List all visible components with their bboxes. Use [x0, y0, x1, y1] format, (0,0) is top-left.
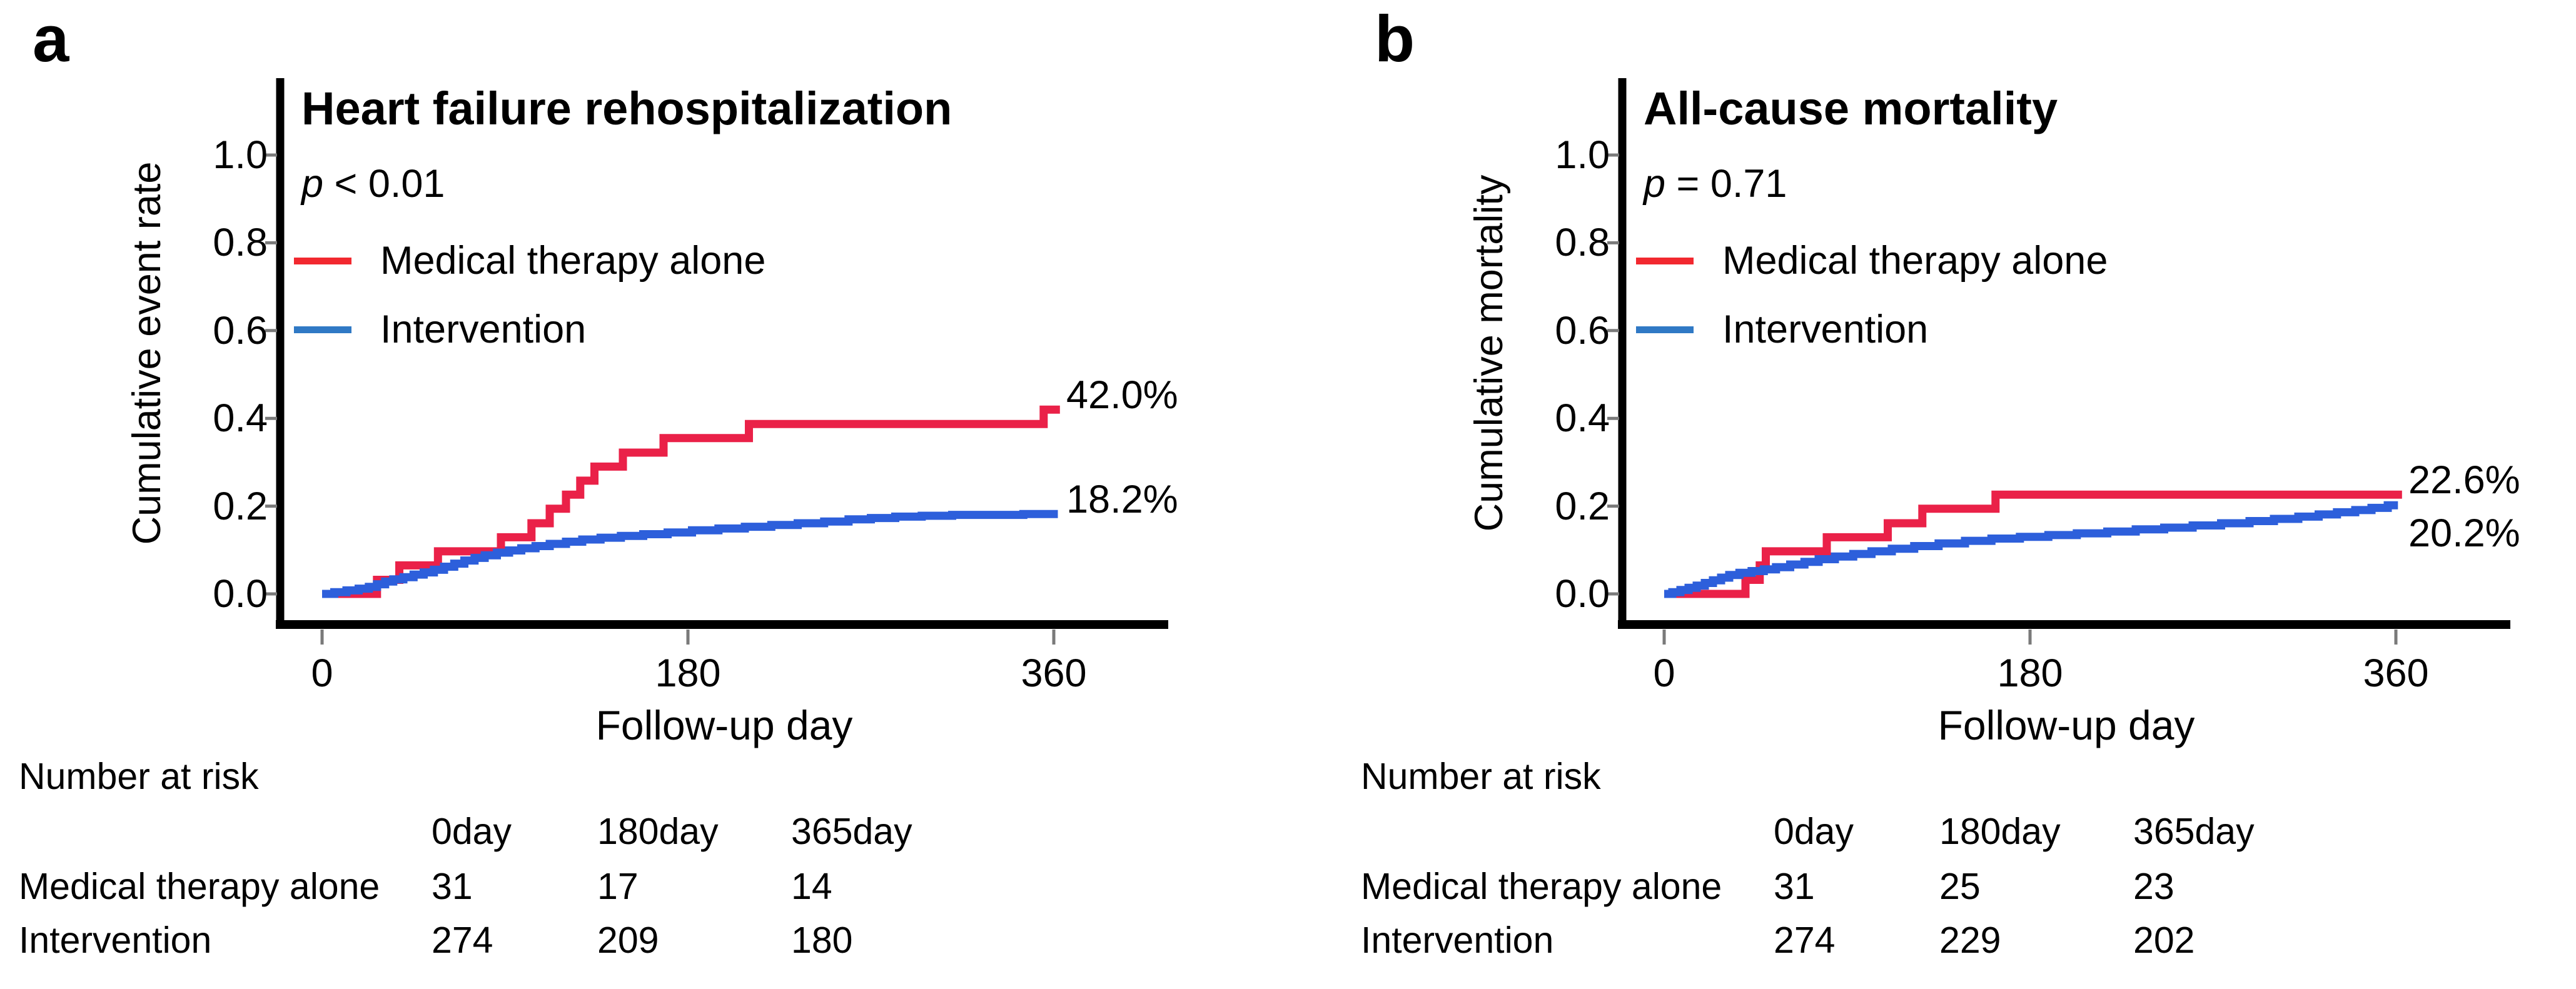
km-chart-b [1607, 78, 2510, 645]
chart-title: Heart failure rehospitalization [301, 83, 952, 134]
end-rate-label: 22.6% [2408, 458, 2520, 503]
risk-row-label: Intervention [1361, 920, 1554, 961]
legend-item-intervention: Intervention [294, 295, 765, 364]
x-tick-label: 180 [655, 651, 721, 695]
legend-item-intervention: Intervention [1636, 295, 2108, 364]
risk-col-header: 180day [597, 811, 719, 852]
x-tick-label: 0 [311, 651, 333, 695]
chart-title: All-cause mortality [1644, 83, 2058, 134]
y-tick-label: 1.0 [213, 133, 268, 177]
end-rate-label: 42.0% [1066, 373, 1178, 418]
legend-label: Medical therapy alone [1722, 239, 2108, 283]
risk-value: 274 [432, 920, 493, 961]
risk-value: 23 [2133, 866, 2174, 907]
risk-value: 202 [2133, 920, 2195, 961]
legend-item-medical-therapy: Medical therapy alone [294, 226, 765, 295]
y-tick-label: 0.6 [1555, 308, 1610, 353]
risk-col-header: 365day [791, 811, 912, 852]
y-tick-label: 0.2 [213, 484, 268, 528]
legend-label: Intervention [380, 308, 587, 351]
curve-intervention [1664, 501, 2398, 598]
risk-col-header: 180day [1939, 811, 2061, 852]
y-tick-label: 0.0 [213, 572, 268, 616]
y-tick-label: 0.4 [213, 396, 268, 441]
risk-value: 14 [791, 866, 832, 907]
x-tick-label: 0 [1653, 651, 1675, 695]
end-rate-label: 18.2% [1066, 478, 1178, 522]
risk-row-label: Medical therapy alone [19, 866, 380, 907]
number-at-risk-title: Number at risk [1361, 756, 1601, 797]
risk-col-header: 365day [2133, 811, 2255, 852]
y-tick-label: 0.8 [213, 221, 268, 265]
risk-col-header: 0day [432, 811, 512, 852]
legend-item-medical-therapy: Medical therapy alone [1636, 226, 2108, 295]
y-tick-label: 0.8 [1555, 221, 1610, 265]
p-value: p = 0.71 [1644, 161, 1787, 206]
p-value: p < 0.01 [301, 161, 445, 206]
end-rate-label: 20.2% [2408, 511, 2520, 556]
risk-col-header: 0day [1774, 811, 1854, 852]
legend-label: Intervention [1722, 308, 1929, 351]
x-tick-label: 180 [1997, 651, 2063, 695]
risk-value: 31 [1774, 866, 1815, 907]
number-at-risk-title: Number at risk [19, 756, 259, 797]
panel-letter: a [33, 3, 69, 76]
p-value-text: < 0.01 [323, 162, 445, 206]
risk-value: 229 [1939, 920, 2001, 961]
risk-row-label: Medical therapy alone [1361, 866, 1722, 907]
legend: Medical therapy alone Intervention [1636, 226, 2108, 364]
blue-line-swatch-icon [294, 326, 351, 333]
x-axis-label: Follow-up day [595, 702, 853, 748]
risk-value: 274 [1774, 920, 1836, 961]
x-tick-label: 360 [2363, 651, 2429, 695]
y-tick-label: 0.6 [213, 308, 268, 353]
p-symbol: p [1644, 162, 1666, 206]
risk-value: 17 [597, 866, 639, 907]
km-chart-a [265, 78, 1168, 645]
risk-value: 180 [791, 920, 853, 961]
y-tick-label: 0.2 [1555, 484, 1610, 528]
x-axis-label: Follow-up day [1937, 702, 2195, 748]
legend: Medical therapy alone Intervention [294, 226, 765, 364]
risk-value: 209 [597, 920, 659, 961]
curve-medical-therapy-alone [322, 405, 1060, 598]
y-tick-label: 0.4 [1555, 396, 1610, 441]
risk-value: 25 [1939, 866, 1981, 907]
red-line-swatch-icon [1636, 257, 1694, 264]
blue-line-swatch-icon [1636, 326, 1694, 333]
curve-medical-therapy-alone [1664, 490, 2402, 598]
curve-intervention [322, 510, 1058, 598]
panel-a: a Cumulative event rate Heart failure re… [0, 0, 1234, 989]
legend-label: Medical therapy alone [380, 239, 766, 283]
panel-b: b Cumulative mortality All-cause mortali… [1342, 0, 2576, 989]
risk-value: 31 [432, 866, 473, 907]
y-tick-label: 0.0 [1555, 572, 1610, 616]
y-tick-label: 1.0 [1555, 133, 1610, 177]
risk-row-label: Intervention [19, 920, 212, 961]
p-symbol: p [301, 162, 324, 206]
red-line-swatch-icon [294, 257, 351, 264]
panel-letter: b [1375, 3, 1415, 76]
x-tick-label: 360 [1021, 651, 1087, 695]
p-value-text: = 0.71 [1665, 162, 1787, 206]
